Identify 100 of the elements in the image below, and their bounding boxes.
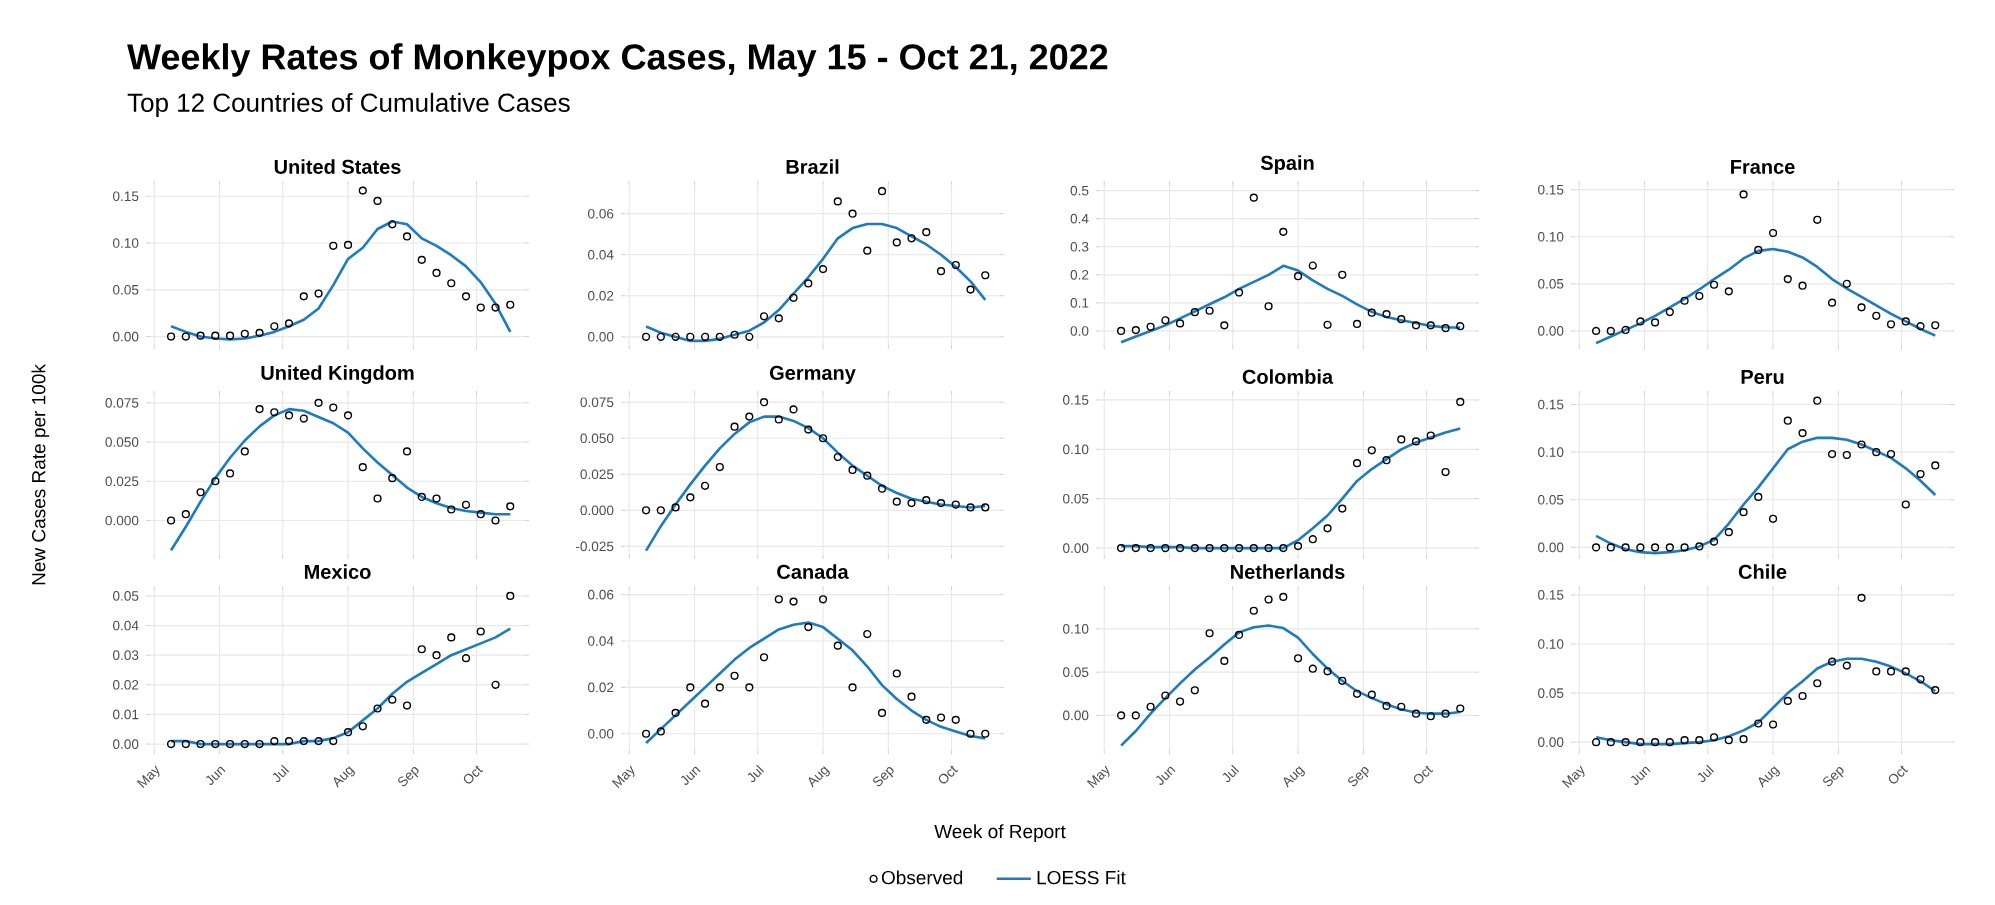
point: [863, 246, 872, 255]
point: [343, 240, 353, 249]
x-tick-label: May: [1561, 765, 1585, 788]
point: [1131, 711, 1140, 720]
chart-title: Mexico: [304, 564, 371, 579]
point: [1591, 326, 1601, 335]
point: [166, 739, 176, 749]
point: [745, 332, 754, 341]
point: [299, 292, 308, 301]
point: [759, 312, 769, 321]
y-tick-label: 0.05: [113, 591, 139, 601]
text: Weekly Rates of Monkeypox Cases, May 15 - Oct 21, 2022: [127, 43, 1108, 77]
point: [1382, 701, 1391, 710]
point: [432, 651, 441, 660]
point: [1768, 720, 1778, 729]
point: [402, 447, 412, 456]
point: [1798, 281, 1807, 290]
point: [476, 510, 485, 519]
point: [686, 332, 695, 341]
point: [1175, 543, 1185, 553]
point: [1175, 697, 1185, 706]
point: [892, 669, 901, 678]
point: [1680, 543, 1689, 552]
y-tick-label: 0.4: [1070, 213, 1089, 224]
y-tick-label: 0.04: [113, 620, 139, 631]
point: [1249, 193, 1258, 202]
point: [329, 403, 338, 412]
point: [299, 737, 308, 746]
point: [1338, 504, 1347, 513]
point: [745, 412, 754, 421]
point: [1591, 543, 1601, 552]
y-tick-label: 0.000: [580, 505, 614, 516]
point: [447, 279, 456, 288]
y-tick-label: 0.01: [113, 709, 139, 720]
point: [1397, 702, 1406, 711]
point: [1724, 528, 1733, 537]
text: Top 12 Countries of Cumulative Cases: [127, 92, 570, 118]
point: [255, 328, 264, 337]
x-tick-label: Sep: [1348, 767, 1369, 787]
point: [1116, 543, 1126, 553]
point: [641, 506, 651, 515]
y-tick-label: 0.050: [105, 437, 139, 447]
point: [656, 506, 665, 515]
y-tick-label: 0.02: [588, 682, 614, 693]
point: [1397, 315, 1406, 324]
point: [270, 408, 279, 417]
point: [966, 503, 975, 512]
y-tick-label: 0.050: [580, 433, 614, 444]
point: [1857, 593, 1866, 602]
x-tick-label: Jul: [1697, 764, 1715, 783]
point: [225, 739, 235, 749]
point: [329, 241, 338, 250]
point: [789, 597, 798, 606]
y-tick-label: 0.00: [1063, 543, 1089, 553]
point: [1323, 524, 1332, 533]
y-tick-label: 0.00: [113, 739, 139, 749]
point: [966, 729, 975, 738]
y-tick-label: 0.04: [588, 249, 614, 260]
point: [1872, 448, 1881, 457]
point: [1456, 397, 1465, 407]
point: [759, 398, 769, 407]
point: [1205, 543, 1214, 553]
point: [1695, 291, 1704, 301]
point: [240, 739, 249, 749]
point: [1367, 690, 1376, 699]
y-tick-label: 0.2: [1070, 270, 1089, 280]
y-tick-label: 0.04: [588, 636, 614, 646]
x-tick-label: May: [611, 765, 635, 788]
point: [1739, 735, 1748, 744]
point: [833, 641, 842, 650]
y-tick-label: 0.10: [1538, 447, 1564, 457]
point: [1842, 661, 1851, 670]
y-tick-label: 0.075: [580, 397, 614, 408]
point: [1798, 691, 1807, 701]
point: [1695, 542, 1704, 551]
point: [417, 492, 426, 502]
point: [1931, 461, 1940, 470]
point: [1754, 245, 1763, 255]
point: [1279, 592, 1288, 602]
y-tick-label: 0.3: [1070, 241, 1089, 252]
point: [181, 739, 190, 749]
point: [1901, 667, 1910, 676]
point: [951, 500, 960, 509]
point: [1916, 469, 1925, 479]
point: [1931, 686, 1940, 695]
point: [1382, 310, 1391, 319]
point: [1827, 298, 1837, 307]
point: [1931, 321, 1940, 330]
point: [1916, 322, 1925, 331]
point: [1665, 543, 1674, 552]
point: [1161, 543, 1170, 553]
y-tick-label: 0.02: [588, 290, 614, 301]
point: [1234, 630, 1244, 640]
point: [1650, 318, 1660, 327]
point: [329, 737, 338, 746]
point: [1665, 307, 1674, 317]
point: [284, 411, 294, 420]
point: [432, 268, 441, 278]
y-tick-label: 0.025: [580, 469, 614, 480]
point: [432, 494, 441, 503]
